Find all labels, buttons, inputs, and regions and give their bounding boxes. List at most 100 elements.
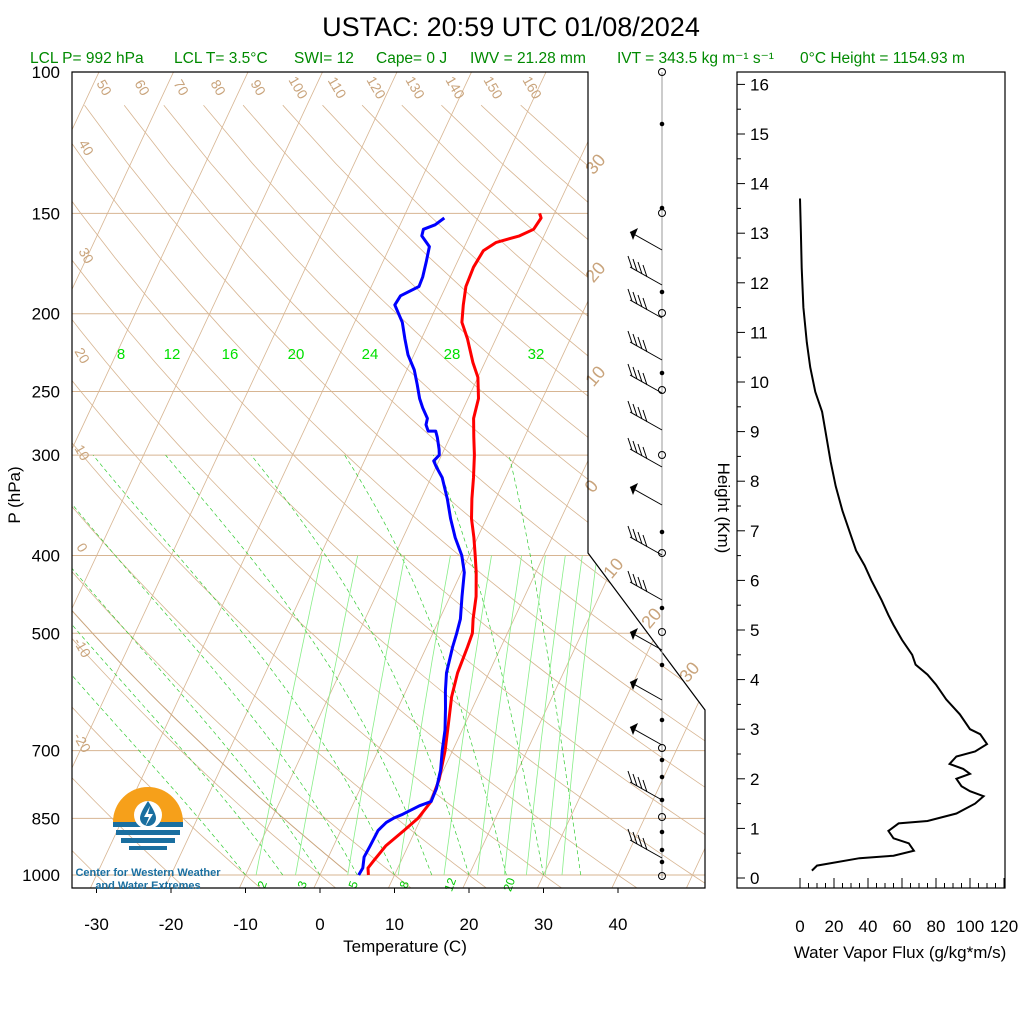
wind-barb (627, 288, 663, 319)
x-tick-label: 0 (315, 915, 324, 934)
flux-y-tick-label: 2 (750, 770, 759, 789)
wind-barb-feather (642, 837, 648, 851)
wind-barb-feather (637, 336, 643, 350)
wind-barb (627, 828, 663, 859)
wind-barb-shaft (629, 299, 663, 319)
flux-x-tick-label: 0 (795, 917, 804, 936)
wind-level-dot (659, 829, 665, 835)
wind-barb-feather (637, 406, 643, 420)
mixing-ratio-label-bottom: 20 (500, 876, 518, 894)
logo-wave-2 (116, 830, 180, 835)
wind-barb (627, 330, 663, 361)
dry-adiabat-line (401, 104, 705, 888)
x-tick-label: 20 (460, 915, 479, 934)
dry-adiabat-line (84, 104, 705, 888)
wind-barb (629, 628, 663, 651)
wind-barb-shaft (629, 374, 663, 394)
wind-barbs (627, 68, 666, 880)
isotherm-label: 130 (403, 73, 429, 101)
dry-adiabat-line (163, 104, 705, 888)
wind-barb-shaft (629, 631, 663, 651)
wind-level-dot (659, 121, 665, 127)
subtitle-ivt: IVT = 343.5 kg m⁻¹ s⁻¹ (617, 50, 774, 67)
wind-barb-shaft (629, 448, 663, 468)
flux-y-axis-label: Height (Km) (714, 463, 733, 554)
wind-calm-circle (658, 813, 666, 821)
dry-adiabat-line (72, 105, 644, 888)
mixing-ratio-label-bottom: 2 (255, 879, 271, 890)
wind-barb-feather (637, 576, 643, 590)
isotherm-line (237, 72, 639, 888)
wind-barb-feather (632, 773, 638, 787)
flux-y-tick-label: 16 (750, 75, 769, 94)
isotherm-label: -10 (70, 635, 94, 661)
wind-calm-circle (658, 628, 666, 636)
flux-y-tick-label: 4 (750, 671, 759, 690)
isotherm-label: 70 (171, 77, 193, 99)
isotherm-label: 90 (248, 77, 270, 99)
mixing-ratio-line (397, 555, 451, 876)
wind-barb-feather (632, 831, 638, 845)
wind-barb (629, 228, 663, 251)
wind-barb-feather (642, 579, 648, 593)
isotherm-label: 40 (76, 137, 98, 159)
dry-adiabat-label: 30 (581, 150, 609, 178)
wind-barb-feather (642, 297, 648, 311)
wind-barb-feather (637, 294, 643, 308)
flux-x-axis-label: Water Vapor Flux (g/kg*m/s) (794, 943, 1007, 962)
x-tick-label: -10 (233, 915, 258, 934)
wind-level-dot (659, 757, 665, 763)
wind-barb-feather (627, 525, 633, 539)
dry-adiabat-label: 30 (675, 658, 703, 686)
mixing-ratio-label-bottom: 8 (397, 879, 413, 890)
dry-adiabat-line (72, 104, 705, 888)
wind-barb-feather (632, 291, 638, 305)
mixing-ratio-label-bottom: 5 (346, 879, 362, 890)
dry-adiabat-line (520, 104, 705, 888)
wind-barb-feather (627, 363, 633, 377)
dry-adiabat-label: 20 (581, 258, 609, 286)
isotherm-label: 60 (132, 77, 154, 99)
wind-barb (629, 483, 663, 506)
y-tick-label: 200 (32, 305, 60, 324)
flux-y-tick-label: 5 (750, 621, 759, 640)
mixing-ratio-label: 16 (222, 346, 239, 363)
wind-barb-shaft (629, 581, 663, 601)
dry-adiabat-line (72, 105, 266, 888)
wind-barb-feather (632, 528, 638, 542)
dry-adiabat-line (72, 105, 417, 888)
isotherm-label: 140 (443, 73, 469, 101)
flux-x-tick-label: 120 (990, 917, 1018, 936)
flux-y-tick-label: 0 (750, 869, 759, 888)
wind-barb-flag (630, 628, 638, 640)
dry-adiabat-line (322, 104, 705, 888)
wind-barb-feather (632, 258, 638, 272)
isotherm-line (609, 72, 705, 888)
x-tick-label: -20 (159, 915, 184, 934)
x-axis-label: Temperature (C) (343, 937, 467, 956)
wind-barb-feather (642, 779, 648, 793)
wind-calm-circle (658, 451, 666, 459)
wind-barb-shaft (629, 681, 663, 701)
isotherm-label: 100 (286, 73, 312, 101)
mixing-ratio-line (526, 555, 566, 876)
logo-wave-4 (129, 846, 167, 850)
flux-y-tick-label: 1 (750, 819, 759, 838)
dry-adiabat-line (72, 105, 190, 888)
flux-x-tick-label: 100 (956, 917, 984, 936)
isotherm-label: 160 (520, 73, 546, 101)
wind-barb-feather (642, 446, 648, 460)
moist-adiabat-line (72, 454, 358, 876)
wind-calm-circle (658, 386, 666, 394)
wind-level-dot (659, 370, 665, 376)
wind-barb-shaft (629, 486, 663, 506)
isotherm-label: -20 (70, 730, 94, 756)
dry-adiabat-line (72, 105, 341, 888)
mixing-ratio-line (255, 555, 323, 876)
wind-barb-feather (637, 443, 643, 457)
moist-adiabat-line (344, 454, 507, 876)
dry-adiabat-label: 10 (581, 362, 609, 390)
isotherm-line (162, 72, 564, 888)
isotherm-line (386, 72, 705, 888)
